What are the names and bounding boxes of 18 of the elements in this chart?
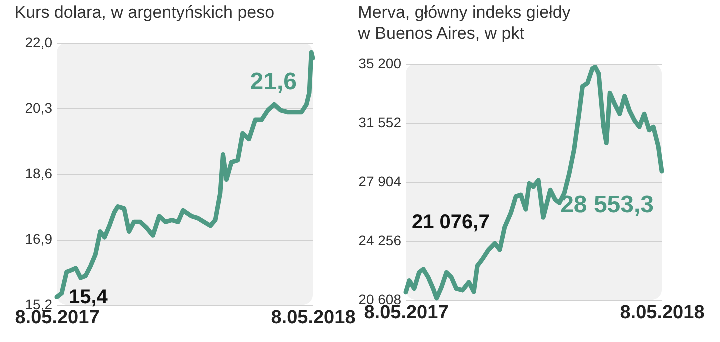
chart-title: Kurs dolara, w argentyńskich peso [14, 3, 275, 22]
y-tick-label: 22,0 [25, 34, 53, 50]
y-tick-label: 18,6 [25, 166, 53, 182]
y-tick-label: 15,2 [25, 296, 53, 312]
annotation: 28 553,3 [560, 192, 654, 218]
x-tick-label: 8.05.2018 [271, 308, 356, 328]
y-tick-label: 35 200 [358, 56, 402, 72]
annotation: 21 076,7 [412, 211, 490, 234]
y-tick-label: 24 256 [358, 232, 402, 248]
y-tick-label: 16,9 [25, 231, 53, 247]
y-tick-label: 20,3 [25, 100, 53, 116]
chart-title: Merva, główny indeks giełdy w Buenos Aires, w pkt [357, 3, 572, 43]
line-series [404, 64, 664, 301]
x-tick-label: 8.05.2018 [620, 302, 705, 324]
annotation: 21,6 [250, 68, 297, 96]
y-tick-label: 27 904 [358, 174, 402, 190]
annotation: 15,4 [69, 286, 109, 308]
y-tick-label: 31 552 [358, 114, 402, 130]
